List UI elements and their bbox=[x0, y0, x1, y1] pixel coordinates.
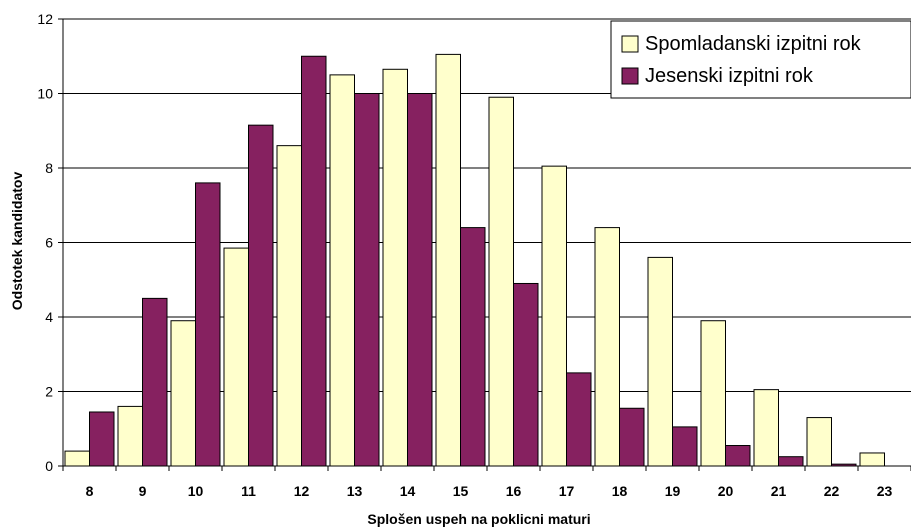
y-tick-label: 6 bbox=[45, 235, 53, 251]
bar-spring-12 bbox=[276, 145, 302, 467]
bar-autumn-16 bbox=[513, 282, 539, 467]
bar-autumn-8 bbox=[89, 411, 115, 467]
bar-spring-16 bbox=[488, 96, 514, 467]
y-tick-label: 0 bbox=[45, 458, 53, 474]
y-tick-label: 4 bbox=[45, 309, 53, 325]
x-tick-label: 21 bbox=[771, 483, 787, 499]
x-tick-label: 22 bbox=[824, 483, 840, 499]
bar-autumn-15 bbox=[460, 227, 486, 467]
bar-spring-10 bbox=[170, 320, 196, 467]
bar-spring-13 bbox=[329, 74, 355, 467]
bar-spring-20 bbox=[700, 320, 726, 467]
x-tick-label: 9 bbox=[139, 483, 147, 499]
bar-spring-23 bbox=[859, 452, 885, 467]
x-tick-label: 8 bbox=[86, 483, 94, 499]
legend: Spomladanski izpitni rok Jesenski izpitn… bbox=[610, 20, 911, 99]
x-tick-label: 13 bbox=[347, 483, 363, 499]
bars bbox=[64, 53, 885, 467]
y-tick-label: 12 bbox=[37, 11, 53, 27]
y-tick-label: 2 bbox=[45, 384, 53, 400]
bar-autumn-9 bbox=[142, 297, 168, 467]
y-tick-label: 10 bbox=[37, 86, 53, 102]
bar-autumn-21 bbox=[778, 456, 804, 467]
bar-autumn-18 bbox=[619, 407, 645, 467]
bar-spring-15 bbox=[435, 53, 461, 467]
x-tick-label: 20 bbox=[718, 483, 734, 499]
x-tick-label: 14 bbox=[400, 483, 416, 499]
legend-label-spring: Spomladanski izpitni rok bbox=[645, 33, 862, 55]
bar-spring-9 bbox=[117, 405, 143, 467]
bar-spring-22 bbox=[806, 417, 832, 467]
bar-autumn-19 bbox=[672, 426, 698, 467]
legend-box bbox=[610, 20, 911, 99]
bar-autumn-20 bbox=[725, 445, 751, 467]
bar-spring-19 bbox=[647, 256, 673, 467]
bar-spring-21 bbox=[753, 389, 779, 467]
bar-autumn-17 bbox=[566, 372, 592, 467]
bar-autumn-12 bbox=[301, 55, 327, 467]
y-tick-labels: 0 2 4 6 8 10 12 bbox=[37, 11, 53, 474]
x-tick-label: 17 bbox=[559, 483, 575, 499]
x-tick-label: 15 bbox=[453, 483, 469, 499]
bar-autumn-14 bbox=[407, 93, 433, 467]
x-axis-title: Splošen uspeh na poklicni maturi bbox=[367, 511, 590, 527]
bar-spring-11 bbox=[223, 247, 249, 467]
legend-swatch-spring bbox=[621, 35, 639, 53]
bar-spring-8 bbox=[64, 450, 90, 467]
y-axis-title: Odstotek kandidatov bbox=[9, 172, 25, 311]
x-tick-label: 18 bbox=[612, 483, 628, 499]
x-tick-label: 19 bbox=[665, 483, 681, 499]
bar-spring-18 bbox=[594, 227, 620, 467]
x-tick-labels: 8 9 10 11 12 13 14 15 16 17 18 19 20 21 22 23 bbox=[86, 483, 893, 499]
x-tick-label: 11 bbox=[241, 483, 256, 499]
bar-autumn-11 bbox=[248, 124, 274, 467]
x-tick-label: 23 bbox=[877, 483, 893, 499]
bar-spring-14 bbox=[382, 68, 408, 467]
legend-label-autumn: Jesenski izpitni rok bbox=[645, 65, 814, 87]
x-tick-label: 12 bbox=[294, 483, 310, 499]
legend-swatch-autumn bbox=[621, 67, 639, 85]
axes bbox=[62, 19, 911, 471]
x-tick-label: 16 bbox=[506, 483, 522, 499]
x-tick-label: 10 bbox=[188, 483, 204, 499]
bar-autumn-13 bbox=[354, 93, 380, 467]
bar-autumn-10 bbox=[195, 182, 221, 467]
bar-spring-17 bbox=[541, 165, 567, 467]
y-tick-label: 8 bbox=[45, 160, 53, 176]
